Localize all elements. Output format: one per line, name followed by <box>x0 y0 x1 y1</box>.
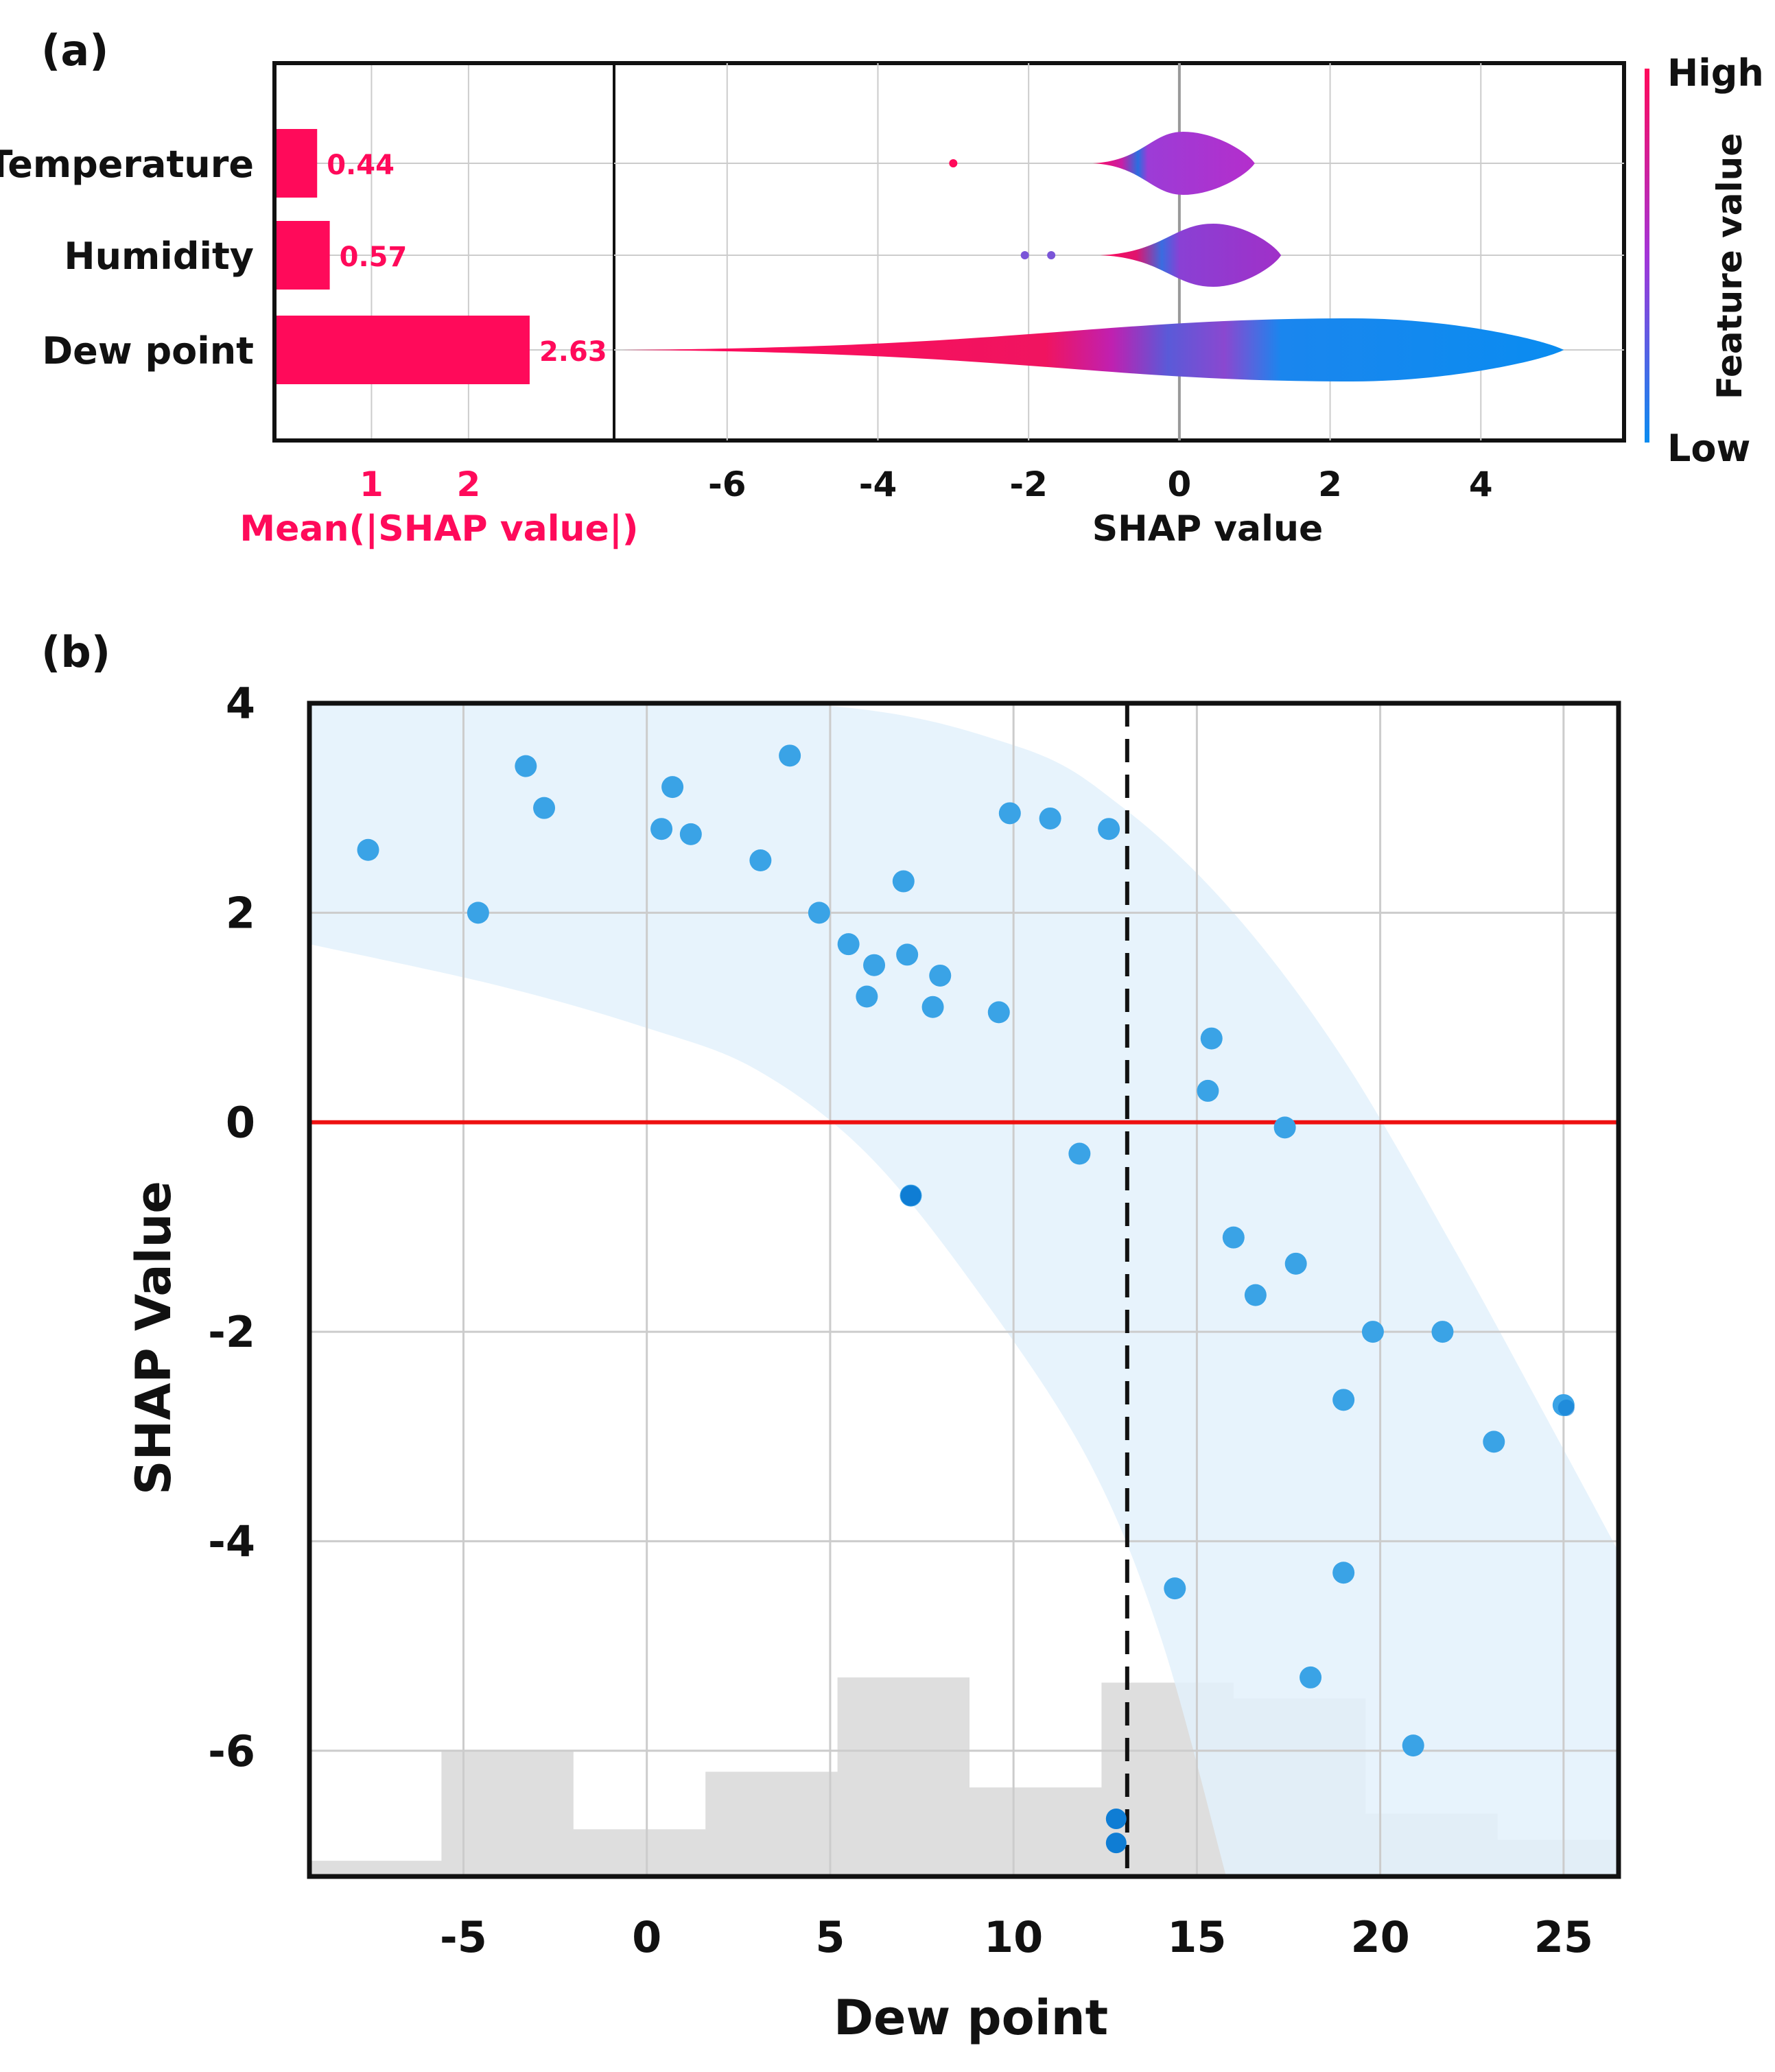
scatter-ytick-label: 4 <box>226 679 255 729</box>
scatter-y-axis-label: SHAP Value <box>126 1181 182 1495</box>
panel-b-frame <box>307 701 1621 1879</box>
scatter-point <box>1200 1027 1223 1050</box>
scatter-point <box>808 902 830 924</box>
scatter-plot-area <box>309 703 1619 1876</box>
scatter-point <box>896 943 919 966</box>
scatter-point <box>661 776 684 799</box>
bar-xtick-label: 1 <box>360 464 384 504</box>
scatter-xtick-label: 5 <box>815 1912 845 1962</box>
scatter-point <box>1284 1252 1307 1275</box>
scatter-point <box>921 996 944 1018</box>
violin-temperature <box>1092 132 1255 195</box>
scatter-ytick-label: -2 <box>208 1307 255 1357</box>
scatter-point <box>856 985 878 1008</box>
scatter-point <box>837 933 860 956</box>
scatter-point <box>892 870 915 893</box>
scatter-point <box>749 849 772 872</box>
scatter-point <box>929 964 952 987</box>
bar-dew-point <box>274 316 530 384</box>
violin-outlier-point <box>1020 251 1029 259</box>
scatter-xtick-label: -5 <box>440 1912 487 1962</box>
scatter-ytick-label: 2 <box>226 888 255 938</box>
bar-value-label: 0.44 <box>327 150 395 181</box>
scatter-point-dark <box>1105 1833 1127 1854</box>
bar-temperature <box>274 129 318 198</box>
violin-xtick-label: 0 <box>1167 464 1191 504</box>
colorbar-high-label: High <box>1667 51 1764 95</box>
violin-xtick-label: -2 <box>1009 464 1048 504</box>
violin-xtick-label: -4 <box>859 464 897 504</box>
feature-value-colorbar: High Low Feature value <box>1645 51 1764 470</box>
panel-a-frame <box>272 61 1626 443</box>
scatter-point-dark <box>900 1185 921 1206</box>
violin-x-axis-label: SHAP value <box>1092 508 1324 550</box>
colorbar-title: Feature value <box>1710 133 1750 399</box>
scatter-point <box>1222 1226 1245 1249</box>
violin-humidity <box>1100 224 1282 287</box>
panel-label-b: (b) <box>41 627 110 677</box>
bar-category-label: Humidity <box>64 235 254 278</box>
scatter-point <box>1332 1389 1355 1411</box>
bar-value-label: 2.63 <box>539 336 607 368</box>
scatter-xtick-label: 0 <box>632 1912 661 1962</box>
scatter-ytick-label: 0 <box>226 1098 255 1148</box>
scatter-point <box>1068 1142 1091 1165</box>
scatter-xtick-label: 25 <box>1534 1912 1593 1962</box>
scatter-point <box>998 802 1021 825</box>
scatter-point <box>533 797 556 819</box>
scatter-xtick-label: 20 <box>1350 1912 1409 1962</box>
colorbar-low-label: Low <box>1667 427 1750 470</box>
scatter-point <box>1361 1321 1384 1343</box>
scatter-point <box>1483 1431 1505 1453</box>
scatter-point <box>1164 1577 1186 1600</box>
scatter-point <box>679 823 702 845</box>
scatter-point <box>650 818 673 840</box>
scatter-ytick-label: -4 <box>208 1516 255 1566</box>
scatter-point-dark <box>1557 1399 1575 1416</box>
bar-category-label: Temperature <box>0 143 254 186</box>
scatter-point <box>357 838 379 861</box>
bar-category-label: Dew point <box>42 329 254 373</box>
panel-label-a: (a) <box>41 25 109 75</box>
confidence-band <box>309 703 1619 1876</box>
violin-outlier-point <box>1047 251 1056 259</box>
scatter-xtick-label: 15 <box>1167 1912 1226 1962</box>
scatter-point <box>863 954 886 976</box>
scatter-point <box>1039 807 1061 829</box>
scatter-point <box>1300 1666 1322 1688</box>
scatter-point <box>1244 1284 1267 1306</box>
violin-xtick-label: -6 <box>708 464 747 504</box>
scatter-xtick-label: 10 <box>984 1912 1043 1962</box>
bar-x-axis-label: Mean(|SHAP value|) <box>239 508 638 550</box>
scatter-point <box>1431 1321 1454 1343</box>
scatter-point-dark <box>1105 1809 1127 1830</box>
scatter-point <box>987 1001 1010 1024</box>
bar-humidity <box>274 221 330 290</box>
bar-xtick-label: 2 <box>456 464 480 504</box>
scatter-point <box>515 755 537 777</box>
scatter-point <box>467 902 489 924</box>
violin-dew-point <box>621 318 1564 381</box>
violin-outlier-point <box>949 159 958 167</box>
scatter-point <box>1332 1562 1355 1584</box>
scatter-point <box>1273 1116 1296 1139</box>
scatter-x-axis-label: Dew point <box>834 1990 1108 2046</box>
colorbar-gradient <box>1645 69 1649 443</box>
violin-xtick-label: 2 <box>1318 464 1342 504</box>
mean-shap-bar-chart: 0.44 Temperature 0.57 Humidity 2.63 Dew point… <box>0 61 1626 550</box>
scatter-ytick-label: -6 <box>208 1726 255 1776</box>
violin-xtick-label: 4 <box>1469 464 1493 504</box>
bar-value-label: 0.57 <box>340 242 408 273</box>
shap-violin-chart: -6 -4 -2 0 2 4 SHAP value <box>614 63 1624 550</box>
scatter-point <box>1402 1734 1424 1757</box>
scatter-point <box>1197 1079 1219 1102</box>
scatter-point <box>1098 818 1120 840</box>
scatter-point <box>779 744 801 767</box>
